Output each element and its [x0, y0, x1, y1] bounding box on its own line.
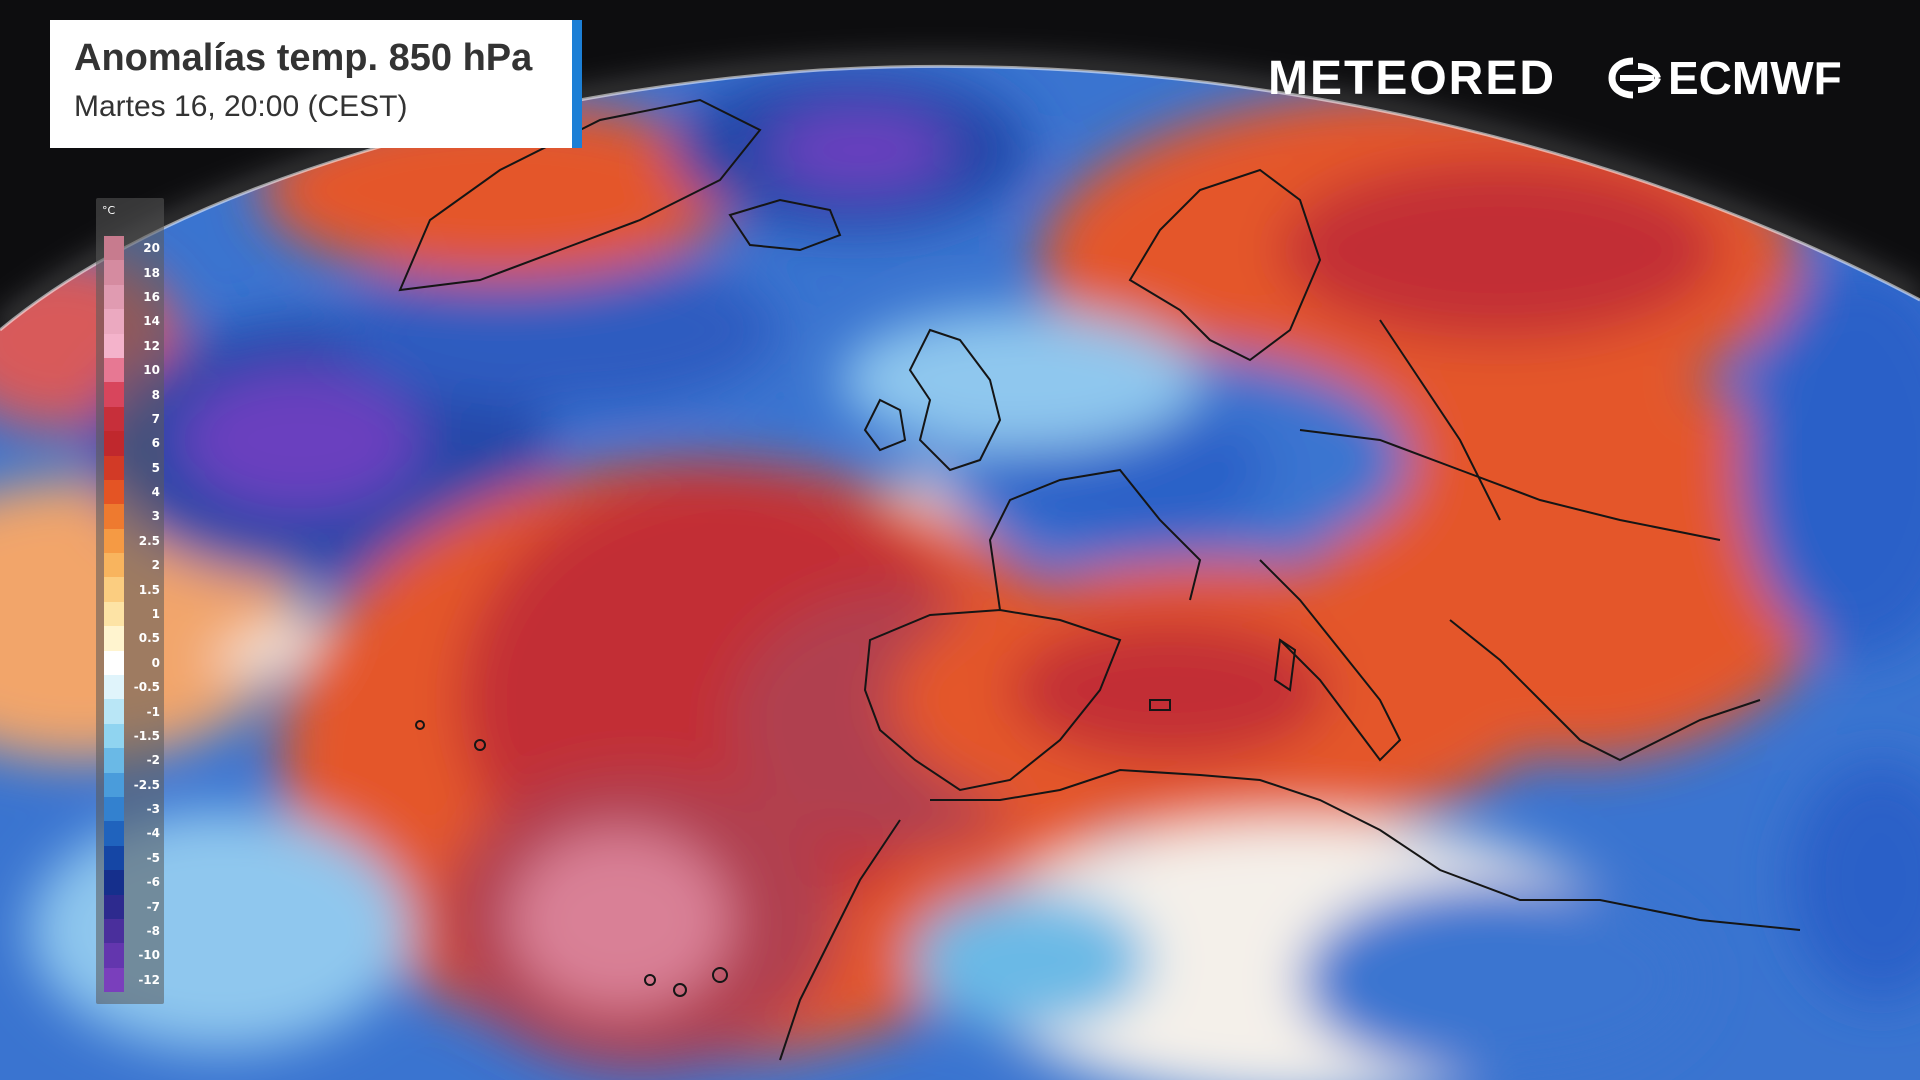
legend-color-bar — [104, 236, 124, 993]
legend-swatch — [104, 577, 124, 602]
legend-label: 18 — [143, 265, 160, 280]
coastlines — [398, 98, 1801, 1061]
legend-swatch — [104, 479, 124, 505]
ecmwf-logo: ECMWF — [1604, 48, 1842, 108]
legend-label: -6 — [146, 875, 160, 890]
legend-swatch — [104, 260, 124, 285]
legend-label: -8 — [146, 924, 160, 939]
legend-swatch — [104, 284, 124, 310]
legend-swatch — [104, 455, 124, 480]
legend-label: 8 — [151, 387, 160, 402]
legend-label: -7 — [146, 899, 160, 914]
legend-label: 2 — [151, 558, 160, 573]
legend-swatch — [104, 236, 124, 261]
legend-swatch — [104, 504, 124, 529]
legend-swatch — [104, 553, 124, 578]
map-title: Anomalías temp. 850 hPa — [74, 37, 533, 79]
legend-label: -0.5 — [133, 680, 160, 695]
legend-swatch — [104, 723, 124, 749]
legend-label: 10 — [143, 363, 160, 378]
legend-swatch — [104, 675, 124, 700]
legend-label: 0.5 — [138, 631, 160, 646]
legend-label: 7 — [151, 411, 160, 426]
legend-swatch — [104, 382, 124, 407]
legend-swatch — [104, 601, 124, 627]
legend-label: -5 — [146, 850, 160, 865]
legend-label: 16 — [143, 289, 160, 304]
legend-swatch — [104, 870, 124, 895]
legend-label: 6 — [151, 436, 160, 451]
legend-swatch — [104, 845, 124, 871]
legend-swatch — [104, 699, 124, 724]
legend-swatch — [104, 406, 124, 432]
legend-label: -2 — [146, 753, 160, 768]
legend-swatch — [104, 918, 124, 944]
legend-swatch — [104, 796, 124, 822]
meteored-logo: METEORED — [1268, 48, 1556, 108]
legend-swatch — [104, 772, 124, 797]
title-box: Anomalías temp. 850 hPa Martes 16, 20:00… — [50, 20, 582, 148]
ecmwf-logo-text: ECMWF — [1668, 52, 1842, 104]
legend-label: 2.5 — [138, 533, 160, 548]
legend-swatch — [104, 821, 124, 846]
legend-label: 4 — [151, 485, 160, 500]
legend-label: 5 — [151, 460, 160, 475]
legend-swatch — [104, 309, 124, 334]
legend-swatch — [104, 626, 124, 651]
legend-swatch — [104, 943, 124, 968]
legend-swatch — [104, 528, 124, 554]
color-legend: °C 20 18 16 14 12 10 8 7 6 5 4 3 2.5 2 1.5 1 0.5 0 -0.5 -1 -… — [96, 198, 164, 1004]
legend-label: -1.5 — [133, 728, 160, 743]
legend-swatch — [104, 894, 124, 919]
meteored-logo-text: METEORED — [1268, 51, 1557, 105]
ecmwf-mark-icon — [1608, 57, 1661, 99]
legend-label: 14 — [143, 314, 160, 329]
legend-label: 0 — [151, 655, 160, 670]
legend-swatch — [104, 357, 124, 383]
legend-swatch — [104, 431, 124, 456]
legend-swatch — [104, 967, 124, 993]
legend-label: -4 — [146, 826, 160, 841]
legend-label: -2.5 — [133, 777, 160, 792]
legend-swatch — [104, 650, 124, 676]
legend-unit: °C — [102, 204, 116, 217]
legend-label: 1 — [151, 607, 160, 621]
legend-label: 1.5 — [138, 582, 160, 597]
legend-label: 20 — [143, 241, 160, 256]
legend-swatch — [104, 333, 124, 358]
legend-label: -12 — [138, 972, 160, 987]
legend-label: -1 — [146, 704, 160, 719]
legend-swatch — [104, 748, 124, 773]
legend-label: -3 — [146, 802, 160, 817]
legend-label: 12 — [143, 338, 160, 353]
globe-rim — [0, 64, 1920, 332]
legend-label: -10 — [138, 948, 160, 963]
legend-label: 3 — [151, 509, 160, 524]
map-subtitle: Martes 16, 20:00 (CEST) — [74, 89, 408, 123]
